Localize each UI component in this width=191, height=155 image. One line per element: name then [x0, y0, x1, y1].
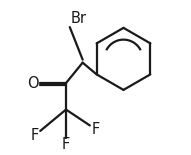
Text: F: F [62, 137, 70, 152]
Text: F: F [31, 128, 39, 143]
Text: Br: Br [70, 11, 87, 26]
Text: O: O [27, 76, 39, 91]
Text: F: F [91, 122, 100, 137]
